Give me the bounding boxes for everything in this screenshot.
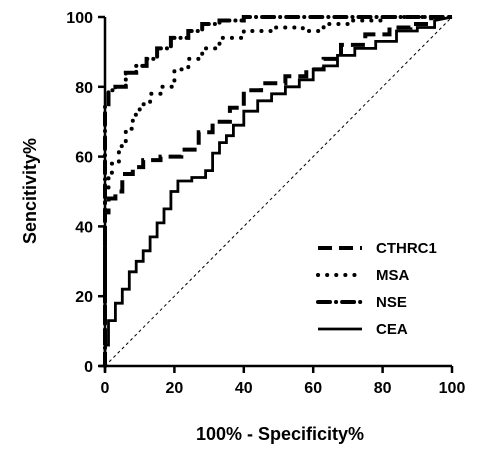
legend: CTHRC1 MSA NSE CEA xyxy=(316,240,437,338)
legend-label-cthrc1: CTHRC1 xyxy=(376,240,437,257)
x-tick-label: 40 xyxy=(235,380,253,397)
axes: 0 20 40 60 80 100 0 20 40 60 80 100 xyxy=(66,10,465,397)
y-tick-label: 0 xyxy=(84,359,93,376)
y-tick-label: 80 xyxy=(75,80,93,97)
y-tick-label: 40 xyxy=(75,219,93,236)
plot-area xyxy=(103,15,454,368)
legend-label-cea: CEA xyxy=(376,321,408,338)
series-line-cea xyxy=(103,15,453,366)
series-line-msa xyxy=(103,15,454,368)
y-axis-title: Sencitivity% xyxy=(20,138,40,244)
y-tick-label: 60 xyxy=(75,150,93,167)
x-tick-label: 20 xyxy=(166,380,184,397)
y-tick-label: 100 xyxy=(66,10,93,27)
x-tick-label: 80 xyxy=(374,380,392,397)
x-tick-label: 60 xyxy=(304,380,322,397)
x-tick-label: 0 xyxy=(101,380,110,397)
x-tick-label: 100 xyxy=(439,380,466,397)
legend-label-nse: NSE xyxy=(376,294,407,311)
series-line-nse xyxy=(103,15,454,368)
x-axis-title: 100% - Specificity% xyxy=(196,424,364,444)
y-tick-label: 20 xyxy=(75,289,93,306)
legend-label-msa: MSA xyxy=(376,267,410,284)
series-line-cthrc1 xyxy=(103,15,452,366)
reference-diagonal xyxy=(104,16,453,367)
